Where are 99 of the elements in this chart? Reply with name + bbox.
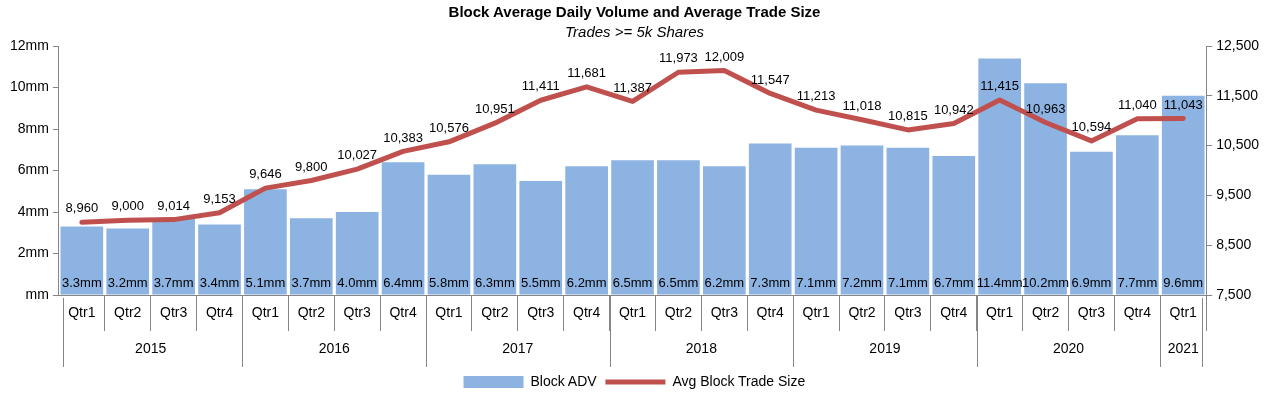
data-label: 3.4mm: [199, 274, 240, 290]
x-tick-label: Qtr1: [435, 304, 463, 321]
y2-tick-label: 7,500: [1216, 285, 1252, 302]
data-label: 4.0mm: [337, 274, 378, 290]
x-tick-label: Qtr1: [618, 304, 647, 321]
data-label: 6.2mm: [704, 274, 745, 290]
data-label: 6.4mm: [383, 274, 423, 290]
x-tick-label: Qtr3: [160, 304, 188, 321]
x-tick-label: Qtr1: [251, 304, 280, 321]
data-label: 9,153: [203, 190, 236, 206]
y2-tick-label: 9,500: [1216, 186, 1252, 203]
data-label: 3.7mm: [153, 274, 194, 290]
x-tick-label: Qtr3: [710, 304, 739, 321]
x-tick-label: Qtr1: [68, 304, 96, 321]
x-tick-label: Qtr1: [802, 304, 830, 321]
y-tick-label: 6mm: [17, 161, 49, 178]
data-label: 10.2mm: [1022, 274, 1070, 290]
y-tick-label: 12mm: [9, 36, 49, 53]
x-tick-label: Qtr2: [848, 304, 876, 321]
data-label: 7.2mm: [842, 274, 882, 290]
text: 2020: [1052, 339, 1085, 356]
x-tick-label: Qtr2: [481, 304, 509, 321]
data-label: 6.5mm: [612, 274, 653, 290]
text: 2019: [869, 339, 901, 356]
data-label: 5.8mm: [429, 274, 469, 290]
text: 2015: [135, 339, 167, 356]
x-tick-label: Qtr4: [389, 304, 417, 321]
x-tick-label: Qtr3: [527, 304, 555, 321]
x-tick-label: Qtr4: [940, 304, 968, 321]
y-tick-label: mm: [25, 285, 49, 302]
x-tick-label: Qtr2: [297, 304, 326, 321]
data-label: 7.3mm: [750, 274, 791, 290]
data-label: 3.2mm: [107, 274, 148, 290]
legend-label: Avg Block Trade Size: [672, 372, 806, 389]
data-label: 11.4mm: [976, 274, 1023, 290]
x-tick-label: Qtr4: [205, 304, 234, 321]
data-label: 11,040: [1117, 96, 1157, 112]
x-tick-label: Qtr1: [986, 304, 1014, 321]
x-tick-label: Qtr1: [1169, 304, 1198, 321]
x-tick-label: Qtr3: [343, 304, 372, 321]
chart-title: Block Average Daily Volume and Average Trade Size: [448, 3, 821, 21]
data-label: 9,000: [111, 198, 145, 214]
text: 2017: [502, 339, 534, 356]
data-label: 10,027: [337, 147, 378, 163]
data-label: 5.5mm: [520, 274, 561, 290]
data-label: 11,043: [1163, 96, 1203, 112]
data-label: 11,681: [567, 64, 607, 80]
x-tick-label: Qtr3: [1077, 304, 1106, 321]
data-label: 10,942: [933, 101, 974, 117]
data-label: 9.6mm: [1163, 274, 1204, 290]
data-label: 11,415: [980, 78, 1020, 94]
y-tick-label: 4mm: [17, 202, 49, 219]
data-label: 7.7mm: [1117, 274, 1158, 290]
chart-subtitle: Trades >= 5k Shares: [565, 23, 705, 41]
data-label: 7.1mm: [888, 274, 928, 290]
data-label: 11,213: [796, 88, 836, 104]
x-tick-label: Qtr4: [573, 304, 601, 321]
data-label: 11,973: [659, 50, 698, 66]
data-label: 6.3mm: [475, 274, 515, 290]
y2-tick-label: 10,500: [1216, 136, 1260, 153]
data-label: 6.2mm: [566, 274, 607, 290]
y-tick-label: 10mm: [9, 78, 49, 95]
data-label: 10,594: [1071, 119, 1112, 134]
data-label: 11,411: [521, 78, 560, 94]
data-label: 10,951: [474, 101, 515, 117]
data-label: 9,646: [249, 166, 282, 182]
y-tick-label: 2mm: [17, 244, 49, 261]
data-label: 3.7mm: [291, 274, 332, 290]
y-tick-label: 8mm: [17, 119, 49, 136]
data-label: 9,014: [157, 197, 190, 213]
text: 2016: [318, 339, 351, 356]
text: 2018: [685, 339, 718, 356]
x-tick-label: Qtr2: [664, 304, 693, 321]
data-label: 7.1mm: [796, 274, 836, 290]
x-tick-label: Qtr3: [894, 304, 922, 321]
data-label: 11,387: [613, 79, 652, 95]
data-label: 3.3mm: [61, 274, 102, 290]
x-tick-label: Qtr2: [1031, 304, 1060, 321]
y2-tick-label: 12,500: [1216, 36, 1260, 53]
y2-tick-label: 11,500: [1216, 86, 1259, 103]
legend-label: Block ADV: [530, 372, 598, 389]
data-label: 8,960: [65, 200, 99, 216]
data-label: 10,576: [429, 119, 469, 135]
y2-tick-label: 8,500: [1216, 236, 1252, 253]
data-label: 6.7mm: [933, 274, 974, 290]
data-label: 11,547: [750, 71, 790, 87]
data-label: 11,018: [842, 97, 882, 113]
data-label: 10,815: [888, 107, 928, 123]
x-tick-label: Qtr2: [114, 304, 142, 321]
data-label: 10,963: [1025, 100, 1066, 116]
data-label: 5.1mm: [245, 274, 286, 290]
x-tick-label: Qtr4: [756, 304, 785, 321]
data-label: 9,800: [295, 158, 328, 174]
data-label: 6.5mm: [658, 274, 699, 290]
x-tick-label: Qtr4: [1123, 304, 1152, 321]
data-label: 10,383: [383, 129, 423, 145]
text: 2021: [1167, 339, 1200, 356]
data-label: 6.9mm: [1071, 274, 1112, 290]
data-label: 12,009: [704, 48, 745, 64]
